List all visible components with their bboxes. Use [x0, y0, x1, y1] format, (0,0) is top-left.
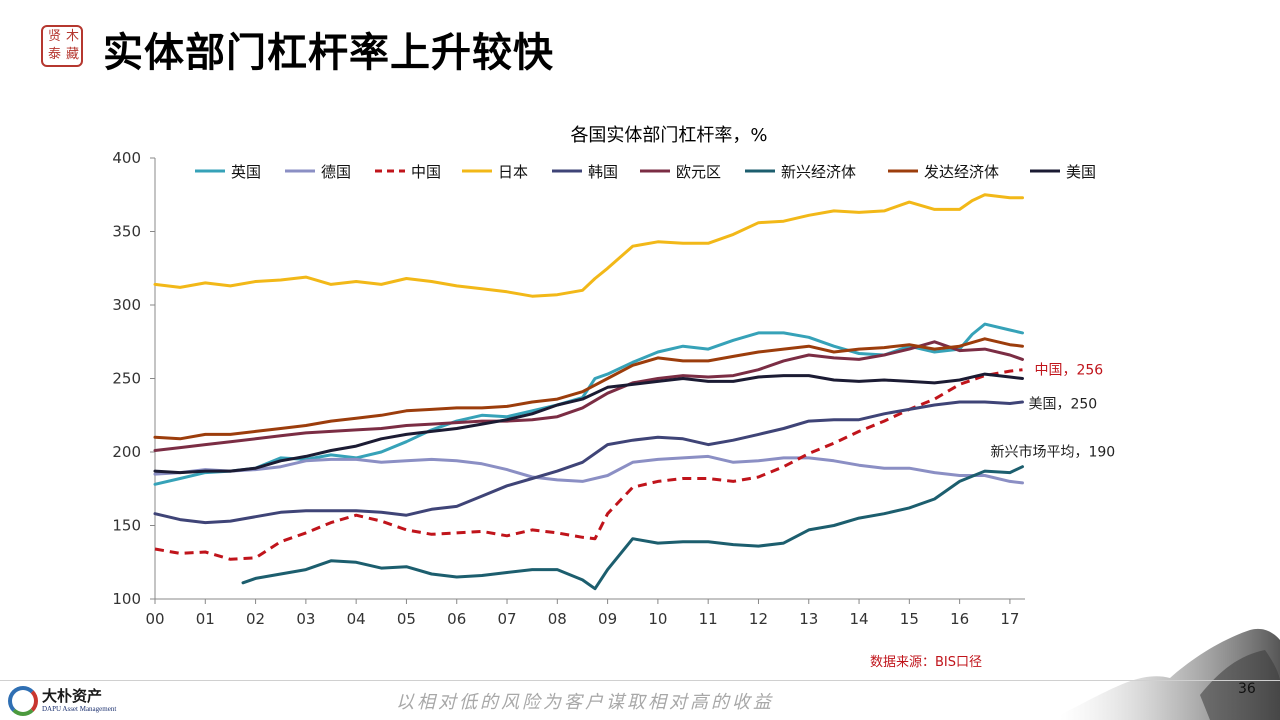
x-tick-label: 07: [497, 610, 516, 628]
legend-label: 发达经济体: [924, 163, 999, 181]
legend-label: 美国: [1066, 163, 1096, 181]
chart-axes: 100 150 200 250 300 350 400 00 01 02 03 04 05 06 07 08 0…: [112, 149, 1025, 628]
seal-char: 藏: [66, 47, 80, 62]
x-tick-label: 04: [347, 610, 366, 628]
company-slogan: 以相对低的风险为客户谋取相对高的收益: [396, 692, 774, 713]
seal-char: 木: [66, 29, 80, 44]
data-source-note: 数据来源：BIS口径: [870, 655, 982, 670]
x-tick-label: 03: [296, 610, 315, 628]
page-number: 36: [1238, 681, 1256, 697]
data-annotation: 中国，256: [1034, 363, 1103, 379]
chart-annotations: 中国，256 美国，250 新兴市场平均，190: [990, 363, 1115, 461]
series-line: [153, 193, 1024, 298]
y-tick-label: 150: [112, 517, 141, 535]
series-line: [241, 465, 1024, 591]
x-tick-label: 05: [397, 610, 416, 628]
dapu-logo-mark-icon: [8, 686, 38, 716]
series-line: [153, 322, 1024, 486]
series-line: [154, 368, 1023, 561]
x-tick-label: 15: [900, 610, 919, 628]
series-line: [153, 372, 1024, 475]
series-line: [153, 454, 1024, 485]
series-line: [153, 340, 1024, 452]
legend-label: 英国: [231, 163, 261, 181]
dapu-logo: 大朴资产 DAPU Asset Management: [8, 685, 198, 717]
y-tick-label: 300: [112, 296, 141, 314]
legend-label: 中国: [411, 163, 441, 181]
company-name-en: DAPU Asset Management: [42, 705, 117, 713]
data-annotation: 新兴市场平均，190: [990, 444, 1115, 461]
data-annotation: 美国，250: [1028, 397, 1097, 413]
seal-char: 贤: [48, 29, 62, 44]
legend-label: 韩国: [588, 163, 618, 181]
x-tick-label: 11: [699, 610, 718, 628]
series-line: [153, 400, 1024, 525]
legend-label: 德国: [321, 163, 351, 181]
x-tick-label: 02: [246, 610, 265, 628]
chart-series: [153, 193, 1024, 591]
chart-title: 各国实体部门杠杆率，%: [570, 125, 768, 146]
x-tick-label: 08: [548, 610, 567, 628]
y-tick-label: 400: [112, 149, 141, 167]
legend-label: 新兴经济体: [781, 163, 856, 181]
ink-landscape-decoration: [1060, 628, 1280, 720]
x-tick-label: 00: [145, 610, 164, 628]
x-tick-label: 16: [950, 610, 969, 628]
seal-char: 泰: [48, 47, 62, 62]
x-tick-label: 10: [648, 610, 667, 628]
y-tick-label: 250: [112, 370, 141, 388]
page-title: 实体部门杠杆率上升较快: [103, 30, 554, 76]
series-line: [153, 337, 1024, 441]
leverage-line-chart: 100 150 200 250 300 350 400 00 01 02 03 04 05 06 07 08 0…: [112, 149, 1115, 670]
x-tick-label: 14: [849, 610, 868, 628]
x-tick-label: 13: [799, 610, 818, 628]
footer-divider: [0, 680, 1280, 681]
x-tick-label: 12: [749, 610, 768, 628]
chart-legend: 英国 德国 中国 日本 韩国 欧元区 新兴经济体 发达经济体 美国: [195, 163, 1096, 181]
x-tick-label: 17: [1000, 610, 1019, 628]
x-tick-label: 09: [598, 610, 617, 628]
x-tick-label: 06: [447, 610, 466, 628]
y-tick-label: 200: [112, 443, 141, 461]
company-seal-logo: 木 藏 贤 泰: [41, 25, 83, 67]
y-tick-label: 350: [112, 223, 141, 241]
x-tick-label: 01: [196, 610, 215, 628]
y-tick-label: 100: [112, 590, 141, 608]
company-name: 大朴资产: [42, 687, 103, 705]
legend-label: 欧元区: [676, 163, 721, 181]
legend-label: 日本: [498, 163, 528, 181]
